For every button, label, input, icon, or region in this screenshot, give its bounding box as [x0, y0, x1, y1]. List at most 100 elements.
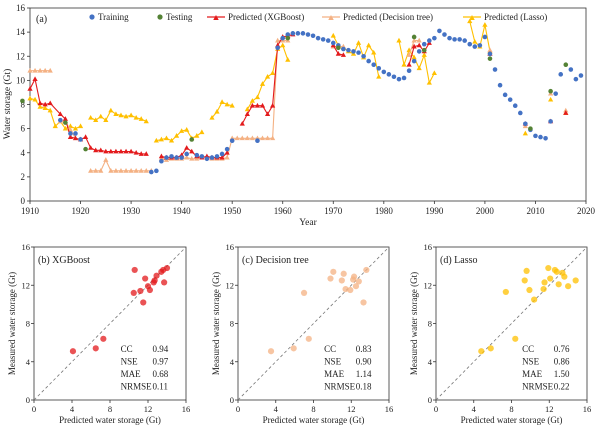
training-point — [432, 35, 437, 41]
training-point — [361, 53, 366, 59]
panel-a-xtick-label: 1910 — [21, 206, 40, 216]
panel-d-point — [531, 296, 538, 303]
training-point — [330, 40, 336, 46]
decision_tree-marker — [411, 37, 417, 43]
training-point — [209, 155, 215, 160]
lasso-marker — [355, 40, 362, 45]
xgboost-marker — [254, 102, 261, 108]
training-point — [437, 28, 442, 34]
panel-d-ylabel: Measured water storage (Gt) — [409, 272, 419, 375]
panel-c-point — [267, 348, 275, 355]
panel-d-point — [526, 286, 533, 294]
lasso-marker — [62, 125, 68, 131]
legend-item-testing — [157, 14, 163, 20]
training-point — [280, 35, 286, 41]
panel-b-point — [130, 289, 137, 296]
lasso-marker — [143, 118, 149, 124]
decision_tree-marker — [128, 168, 134, 173]
panel-c-point — [347, 286, 354, 294]
panel-b-xtick-label: 12 — [144, 404, 153, 414]
decision_tree-marker — [93, 168, 99, 173]
xgboost-marker — [47, 100, 53, 106]
lasso-marker — [224, 101, 230, 107]
lasso-marker — [163, 135, 170, 141]
training-point — [73, 131, 78, 136]
lasso-marker — [88, 114, 94, 120]
decision_tree-marker — [234, 135, 240, 141]
lasso-marker — [411, 54, 417, 60]
lasso-marker — [153, 137, 159, 143]
lasso-marker — [123, 113, 129, 119]
testing-point — [528, 126, 533, 131]
lasso-marker — [158, 136, 165, 142]
xgboost-marker — [335, 51, 341, 56]
panel-a-xtick-label: 2010 — [526, 206, 545, 216]
panel-c-point — [330, 268, 337, 275]
panel-c-point — [342, 285, 349, 293]
training-point — [154, 168, 159, 174]
panel-d-points — [478, 264, 579, 355]
xgboost-marker — [37, 100, 43, 106]
panel-b-point — [140, 299, 147, 306]
lasso-marker — [254, 94, 261, 100]
training-point — [174, 155, 179, 160]
decision_tree-marker — [487, 47, 493, 53]
panel-d-ytick-label: 12 — [424, 280, 433, 290]
xgboost-marker — [103, 148, 109, 154]
training-point — [199, 154, 205, 159]
training-point — [512, 103, 518, 109]
training-point — [538, 134, 543, 140]
lasso-marker — [376, 73, 382, 79]
lasso-line — [398, 40, 435, 85]
panel-d-xtick-label: 0 — [434, 404, 438, 414]
panel-c-stat-label: MAE — [324, 369, 345, 379]
training-point — [406, 68, 412, 74]
panel-b-xtick-label: 8 — [108, 404, 112, 414]
panel-c-xlabel: Predicted water storage (Gt) — [263, 415, 365, 425]
lasso-marker — [179, 128, 185, 133]
training-point — [204, 156, 210, 162]
xgboost-line — [29, 77, 147, 155]
panel-b-point — [142, 275, 149, 282]
decision_tree-marker — [103, 157, 109, 162]
panel-d-stat-label: NSE — [522, 357, 540, 367]
panel-b-xtick-label: 16 — [182, 404, 191, 414]
testing-point — [189, 137, 195, 142]
panel-d-point — [502, 288, 509, 296]
training-point — [472, 44, 478, 49]
legend-label: Testing — [166, 12, 193, 22]
decision_tree-marker — [224, 154, 230, 160]
legend-marker — [157, 14, 163, 20]
training-point — [376, 66, 382, 71]
legend-label: Predicted (Decision tree) — [343, 12, 433, 22]
lasso-line — [156, 129, 203, 142]
xgboost-marker — [158, 153, 165, 159]
panel-c-point — [338, 277, 345, 284]
panel-c-xtick-label: 4 — [274, 404, 279, 414]
legend-marker — [213, 15, 219, 20]
legend-marker — [89, 14, 95, 20]
panel-b-point — [146, 286, 153, 294]
lasso-marker — [285, 57, 291, 62]
training-point — [543, 135, 548, 141]
lasso-marker — [98, 113, 104, 119]
lasso-marker — [77, 123, 84, 129]
panel-b-stat-label: MAE — [121, 369, 142, 379]
lasso-marker — [209, 114, 215, 120]
lasso-marker — [47, 107, 53, 113]
decision_tree-marker — [27, 67, 33, 73]
panel-b-point — [161, 279, 168, 286]
panel-b-point — [92, 345, 99, 352]
training-point — [421, 41, 427, 47]
panel-d-xtick-label: 12 — [545, 404, 554, 414]
panel-b-ytick-label: 16 — [22, 242, 31, 252]
panel-a-xtick-label: 2000 — [476, 206, 495, 216]
training-point — [310, 33, 316, 39]
lasso-marker — [482, 22, 488, 27]
panel-b-ylabel: Measured water storage (Gt) — [7, 272, 17, 375]
training-point — [68, 131, 73, 136]
training-point — [356, 50, 361, 55]
lasso-marker — [371, 49, 377, 55]
xgboost-marker — [416, 42, 422, 48]
lasso-marker — [168, 137, 175, 143]
